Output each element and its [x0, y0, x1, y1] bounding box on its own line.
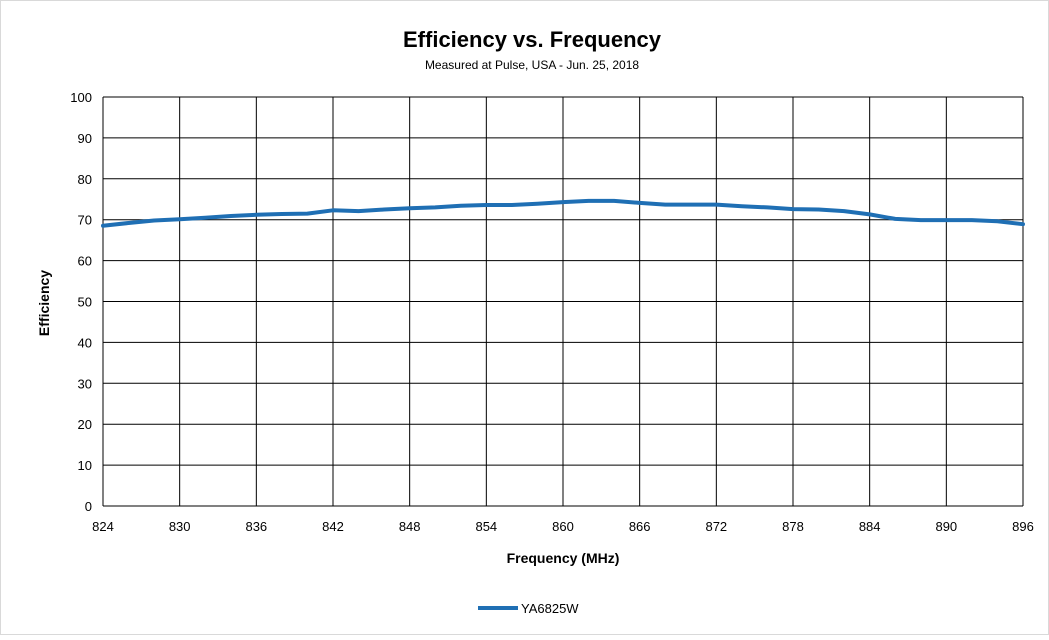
series-layer — [101, 198, 1025, 228]
x-tick-label: 884 — [859, 519, 881, 534]
y-tick-label: 80 — [78, 172, 92, 187]
y-tick-label: 50 — [78, 295, 92, 310]
series-line-0 — [101, 198, 1025, 228]
y-tick-label: 60 — [78, 254, 92, 269]
y-tick-label: 70 — [78, 213, 92, 228]
y-tick-label: 40 — [78, 335, 92, 350]
y-tick-label: 100 — [70, 90, 92, 105]
x-tick-label: 854 — [475, 519, 497, 534]
x-tick-label: 836 — [245, 519, 267, 534]
x-tick-label: 824 — [92, 519, 114, 534]
y-tick-label: 0 — [85, 499, 92, 514]
x-axis-label: Frequency (MHz) — [507, 550, 620, 566]
x-tick-label: 878 — [782, 519, 804, 534]
chart-title: Efficiency vs. Frequency — [403, 27, 662, 52]
tick-labels: 0 10 20 30 40 50 60 70 80 90 100 824 830 836 842 848 854… — [70, 90, 1034, 534]
y-tick-label: 90 — [78, 131, 92, 146]
x-tick-label: 896 — [1012, 519, 1034, 534]
x-tick-label: 866 — [629, 519, 651, 534]
x-tick-label: 872 — [705, 519, 727, 534]
y-tick-label: 20 — [78, 417, 92, 432]
y-tick-label: 10 — [78, 458, 92, 473]
x-tick-label: 830 — [169, 519, 191, 534]
legend-entry: YA6825W — [521, 601, 579, 616]
x-tick-label: 890 — [935, 519, 957, 534]
y-tick-label: 30 — [78, 376, 92, 391]
x-tick-label: 860 — [552, 519, 574, 534]
grid-lines — [102, 96, 1024, 507]
x-tick-label: 848 — [399, 519, 421, 534]
chart-subtitle: Measured at Pulse, USA - Jun. 25, 2018 — [425, 58, 639, 72]
y-axis-label: Efficiency — [36, 270, 52, 336]
legend: YA6825W — [478, 601, 579, 616]
x-tick-label: 842 — [322, 519, 344, 534]
